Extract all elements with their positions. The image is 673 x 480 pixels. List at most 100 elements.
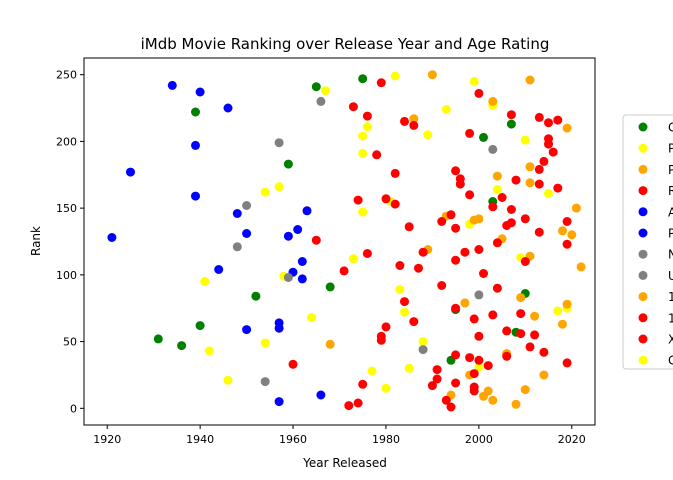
legend-marker bbox=[638, 143, 648, 153]
data-point bbox=[516, 309, 526, 319]
data-point bbox=[376, 78, 386, 88]
data-point bbox=[474, 245, 484, 254]
data-point bbox=[502, 326, 512, 336]
data-point bbox=[553, 183, 563, 193]
data-point bbox=[177, 341, 187, 351]
data-point bbox=[293, 225, 303, 234]
data-point bbox=[441, 104, 451, 114]
data-point bbox=[362, 122, 372, 132]
data-point bbox=[321, 86, 331, 96]
data-point bbox=[283, 273, 293, 282]
y-tick-label: 0 bbox=[70, 402, 77, 415]
data-point bbox=[488, 202, 498, 212]
axis-ticks: 1920 1940 1960 1980 2000 2020 0 50 100 150 200 250 bbox=[56, 69, 586, 446]
y-tick-label: 50 bbox=[63, 336, 77, 349]
data-point bbox=[502, 351, 512, 361]
data-point bbox=[488, 395, 498, 405]
data-point bbox=[469, 314, 479, 324]
data-point bbox=[381, 322, 391, 332]
legend-marker bbox=[638, 292, 648, 302]
legend-marker bbox=[638, 249, 648, 259]
plot-frame bbox=[83, 57, 596, 426]
data-point bbox=[372, 150, 382, 160]
data-point bbox=[539, 347, 549, 357]
data-point bbox=[483, 386, 493, 396]
data-point bbox=[437, 217, 447, 226]
y-tick-label: 250 bbox=[56, 69, 77, 82]
legend-label: P bbox=[668, 163, 673, 177]
data-point bbox=[506, 205, 516, 214]
legend-label: U bbox=[668, 269, 673, 283]
data-point bbox=[214, 265, 224, 274]
data-point bbox=[242, 229, 252, 238]
data-points bbox=[107, 70, 586, 412]
data-point bbox=[432, 365, 442, 375]
data-point bbox=[348, 102, 358, 112]
data-point bbox=[283, 159, 293, 169]
data-point bbox=[167, 80, 177, 90]
data-point bbox=[548, 147, 558, 157]
chart-title: iMdb Movie Ranking over Release Year and… bbox=[141, 35, 550, 53]
data-point bbox=[469, 369, 479, 379]
data-point bbox=[251, 291, 261, 301]
x-tick-label: 1960 bbox=[279, 433, 307, 446]
data-point bbox=[316, 96, 326, 106]
data-point bbox=[395, 261, 405, 270]
data-point bbox=[427, 70, 437, 80]
data-point bbox=[474, 362, 484, 372]
x-tick-label: 1980 bbox=[372, 433, 400, 446]
data-point bbox=[348, 254, 358, 264]
data-point bbox=[534, 179, 544, 189]
data-point bbox=[232, 242, 242, 252]
data-point bbox=[418, 247, 428, 257]
data-point bbox=[488, 144, 498, 154]
data-point bbox=[274, 318, 284, 328]
data-point bbox=[511, 175, 521, 185]
data-point bbox=[520, 385, 530, 395]
data-point bbox=[525, 75, 535, 85]
data-point bbox=[316, 390, 326, 400]
data-point bbox=[520, 257, 530, 266]
data-point bbox=[558, 226, 567, 236]
data-point bbox=[492, 283, 502, 293]
data-point bbox=[446, 402, 456, 412]
data-point bbox=[302, 206, 312, 216]
data-point bbox=[195, 87, 205, 97]
data-point bbox=[307, 313, 317, 323]
data-point bbox=[381, 383, 391, 393]
data-point bbox=[474, 88, 484, 98]
data-point bbox=[553, 306, 563, 316]
data-point bbox=[544, 118, 553, 128]
data-point bbox=[395, 285, 405, 294]
data-point bbox=[544, 189, 553, 198]
data-point bbox=[339, 266, 349, 276]
data-point bbox=[260, 377, 270, 387]
data-point bbox=[534, 164, 544, 174]
data-point bbox=[492, 238, 502, 248]
data-point bbox=[469, 76, 479, 86]
data-point bbox=[400, 307, 409, 317]
data-point bbox=[423, 130, 433, 140]
data-point bbox=[358, 131, 368, 141]
legend-marker bbox=[638, 122, 648, 132]
data-point bbox=[153, 334, 163, 344]
data-point bbox=[520, 214, 530, 224]
data-point bbox=[404, 222, 414, 232]
data-point bbox=[446, 210, 456, 220]
data-point bbox=[191, 191, 200, 201]
legend-marker bbox=[638, 334, 648, 344]
data-point bbox=[325, 282, 335, 292]
data-point bbox=[455, 174, 465, 184]
data-point bbox=[465, 190, 475, 200]
data-point bbox=[358, 74, 368, 84]
data-point bbox=[562, 217, 572, 226]
data-point bbox=[409, 114, 419, 124]
legend-label: R bbox=[668, 184, 673, 198]
data-point bbox=[390, 168, 400, 178]
data-point bbox=[107, 233, 117, 242]
data-point bbox=[400, 297, 409, 307]
data-point bbox=[492, 185, 502, 194]
data-point bbox=[474, 214, 484, 224]
data-point bbox=[437, 281, 447, 290]
data-point bbox=[567, 230, 577, 240]
